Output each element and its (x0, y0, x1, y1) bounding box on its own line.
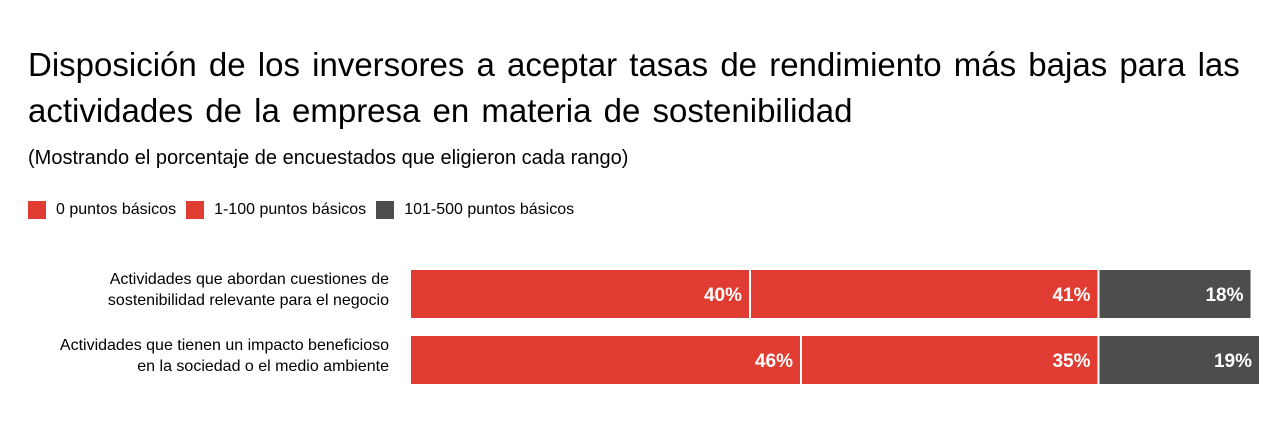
legend-label: 1-100 puntos básicos (214, 201, 367, 218)
legend-swatch (186, 201, 205, 219)
data-label: 18% (1205, 285, 1243, 306)
category-label: sostenibilidad relevante para el negocio (108, 292, 389, 309)
bar-segment (409, 268, 751, 320)
bar-segment (800, 334, 1100, 386)
chart-title: Disposición de los inversores a aceptar … (28, 46, 1240, 129)
bar-segment (1097, 268, 1253, 320)
bar-segment (749, 268, 1100, 320)
category-label: Actividades que abordan cuestiones de (110, 271, 389, 288)
legend-label: 0 puntos básicos (56, 201, 177, 218)
category-label: Actividades que tienen un impacto benefi… (60, 337, 389, 354)
legend-label: 101-500 puntos básicos (404, 201, 575, 218)
legend-swatch (376, 201, 395, 219)
data-label: 46% (755, 351, 793, 372)
category-label: en la sociedad o el medio ambiente (137, 358, 389, 375)
legend-item: 1-100 puntos básicos (186, 201, 366, 219)
data-label: 40% (704, 285, 742, 306)
legend-item: 0 puntos básicos (28, 201, 176, 219)
data-label: 41% (1052, 285, 1090, 306)
legend-item: 101-500 puntos básicos (376, 201, 574, 219)
bar-segment (409, 334, 802, 386)
data-label: 35% (1052, 351, 1090, 372)
chart-legend: 0 puntos básicos 1-100 puntos básicos 101-… (28, 199, 584, 221)
chart-subtitle: (Mostrando el porcentaje de encuestados … (28, 147, 629, 169)
bar-segment (1097, 334, 1261, 386)
legend-swatch (28, 201, 46, 219)
data-label: 19% (1214, 351, 1252, 372)
